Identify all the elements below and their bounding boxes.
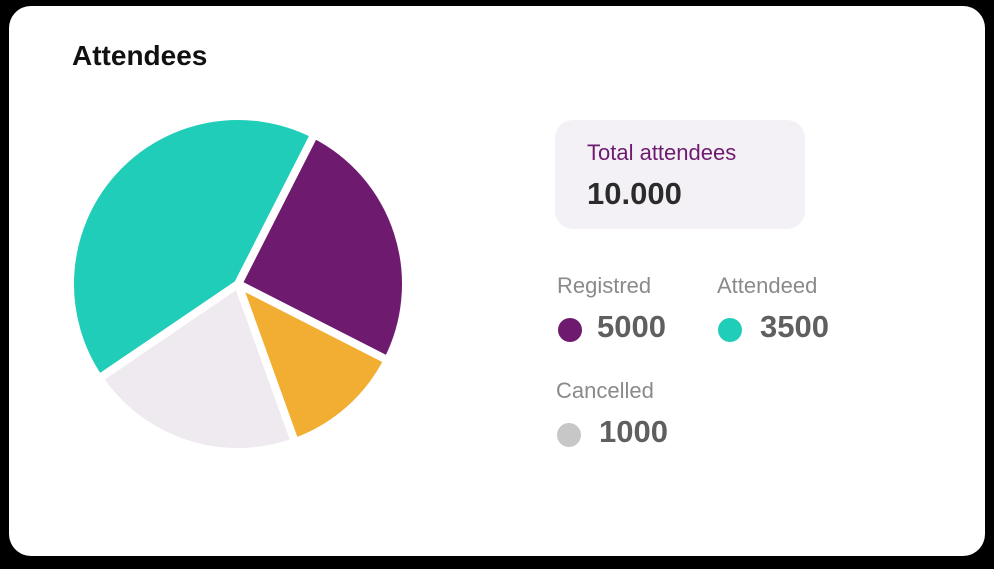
pie-slice-other-segment xyxy=(95,280,299,456)
legend-value-cancelled: 1000 xyxy=(599,414,668,449)
legend-label-cancelled: Cancelled xyxy=(556,378,654,403)
card-title: Attendees xyxy=(72,40,208,71)
legend-label-registred: Registred xyxy=(557,273,652,298)
pie-slices xyxy=(66,112,410,456)
total-attendees-label: Total attendees xyxy=(587,140,737,165)
pie-slice-attendeed xyxy=(66,112,319,383)
total-attendees-value: 10.000 xyxy=(587,176,682,211)
legend-label-attendeed: Attendeed xyxy=(717,273,818,298)
legend-dot-registred xyxy=(558,318,582,342)
attendees-card: Attendees Total attendees 10.000 Registr… xyxy=(9,6,985,556)
legend-dot-attendeed xyxy=(718,318,742,342)
attendees-pie-chart xyxy=(66,112,410,456)
legend-value-attendeed: 3500 xyxy=(760,309,829,344)
legend-value-registred: 5000 xyxy=(597,309,666,344)
pie-slice-cancelled-segment xyxy=(234,280,392,447)
total-attendees-box: Total attendees 10.000 xyxy=(555,120,805,229)
legend-dot-cancelled xyxy=(557,423,581,447)
